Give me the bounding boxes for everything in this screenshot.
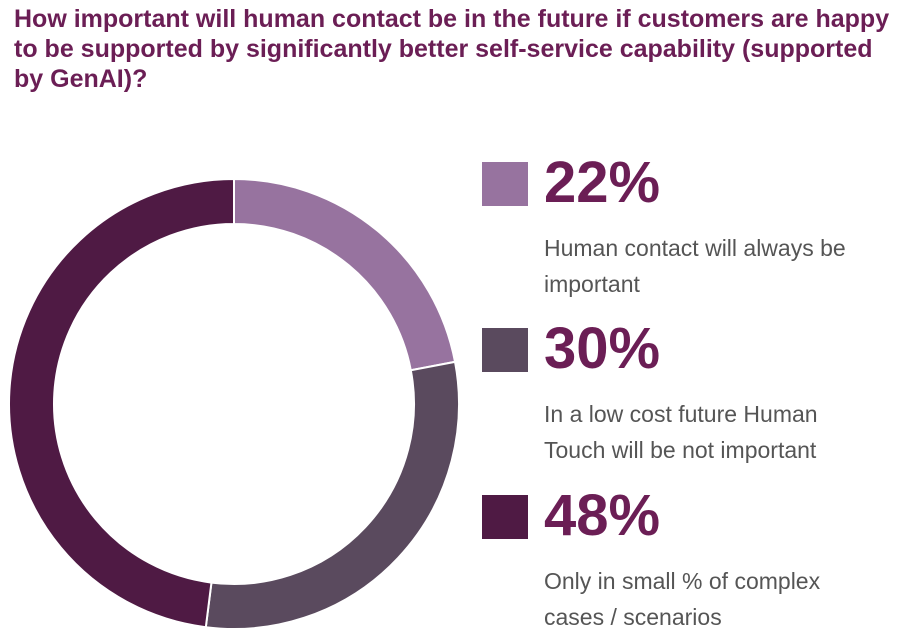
legend-label-1: Human contact will always be important	[544, 235, 846, 297]
legend-swatch-1	[482, 162, 528, 206]
donut-slice-2	[204, 360, 460, 630]
donut-chart	[8, 177, 460, 630]
legend-value-3: 48%	[544, 483, 661, 548]
legend-label-2: In a low cost future Human Touch will be…	[544, 401, 818, 463]
legend-swatch-2	[482, 328, 528, 372]
donut-slice-1	[233, 177, 457, 372]
legend-value-2: 30%	[544, 316, 661, 381]
legend-swatch-3	[482, 495, 528, 539]
chart-title: How important will human contact be in t…	[14, 5, 890, 93]
donut-slice-3	[8, 177, 235, 629]
legend-label-3: Only in small % of complex cases / scena…	[544, 568, 821, 630]
legend-value-1: 22%	[544, 150, 661, 215]
